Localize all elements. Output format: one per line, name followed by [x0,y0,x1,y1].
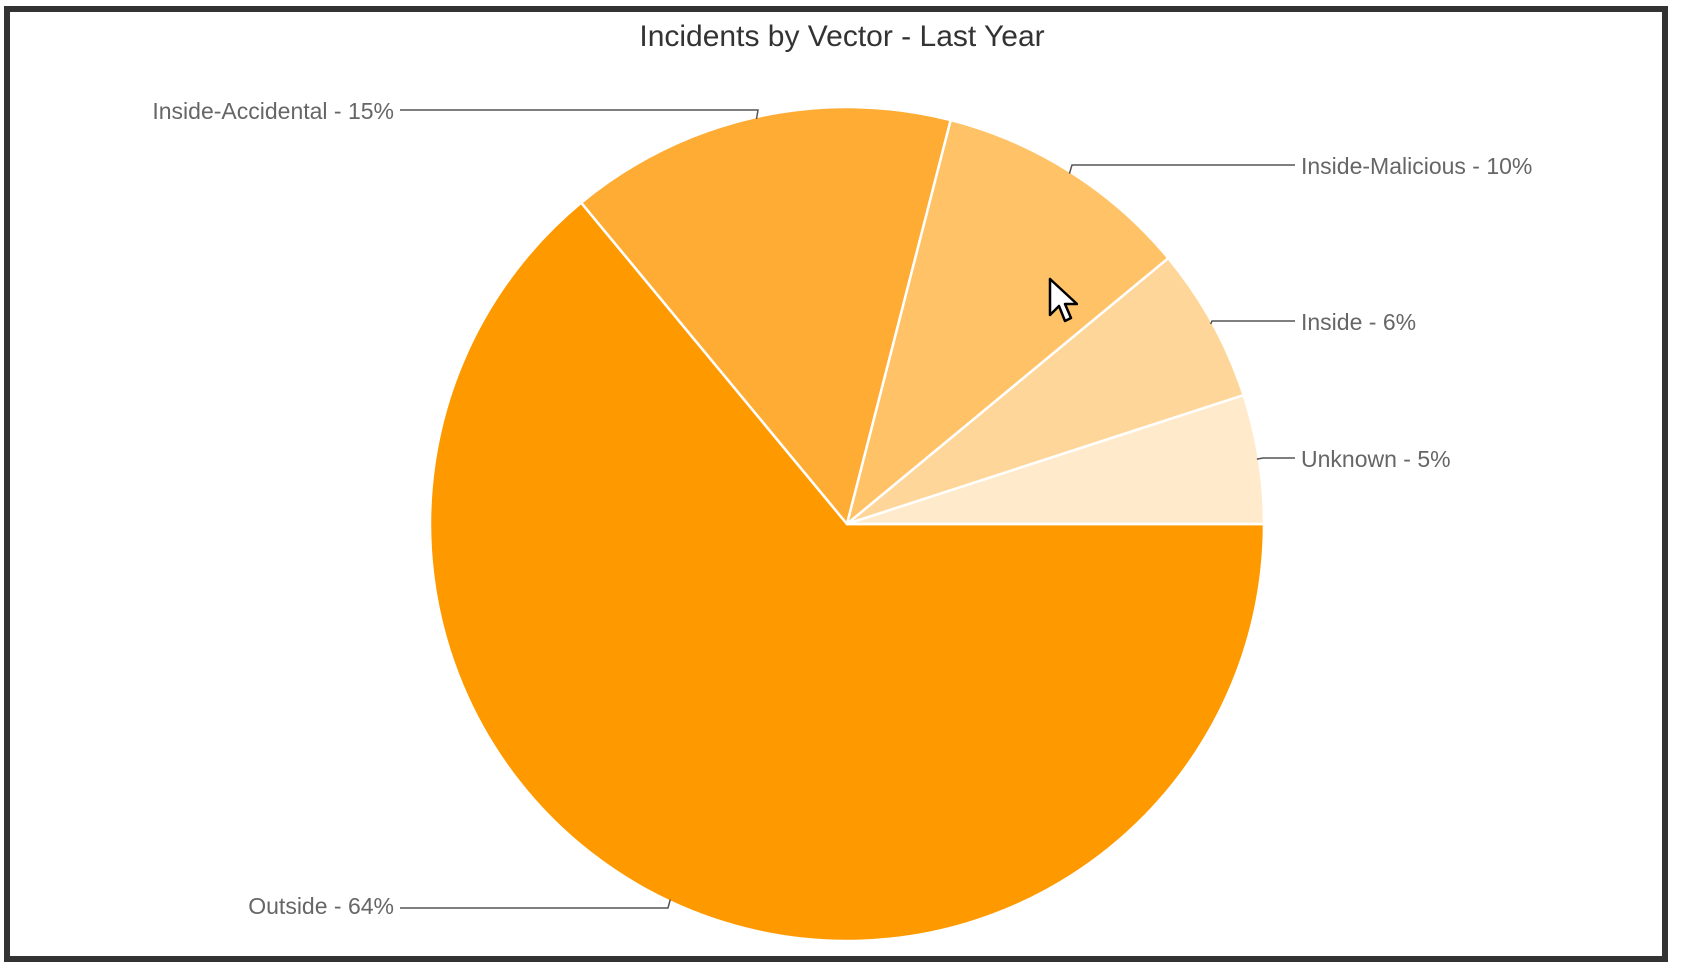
slice-label-inside: Inside - 6% [1301,309,1416,335]
leader-line-inside-accidental [400,109,759,120]
leader-line-outside [400,899,672,909]
leader-line-inside [1210,320,1295,325]
label-leader-lines [400,109,1295,909]
slice-label-unknown: Unknown - 5% [1301,446,1451,472]
slice-labels: Outside - 64% Inside-Accidental - 15% Insi… [152,98,1532,919]
chart-title: Incidents by Vector - Last Year [639,20,1045,53]
pie-slices[interactable] [428,105,1266,943]
pie-slice-inside-accidental[interactable] [579,105,952,526]
mouse-cursor-icon [1048,277,1078,323]
pie-slice-inside[interactable] [845,256,1245,526]
leader-line-unknown [1256,457,1295,460]
leader-line-inside-malicious [1068,164,1295,174]
slice-label-outside: Outside - 64% [248,893,394,919]
slice-label-inside-accidental: Inside-Accidental - 15% [152,98,394,124]
slice-label-inside-malicious: Inside-Malicious - 10% [1301,153,1532,179]
